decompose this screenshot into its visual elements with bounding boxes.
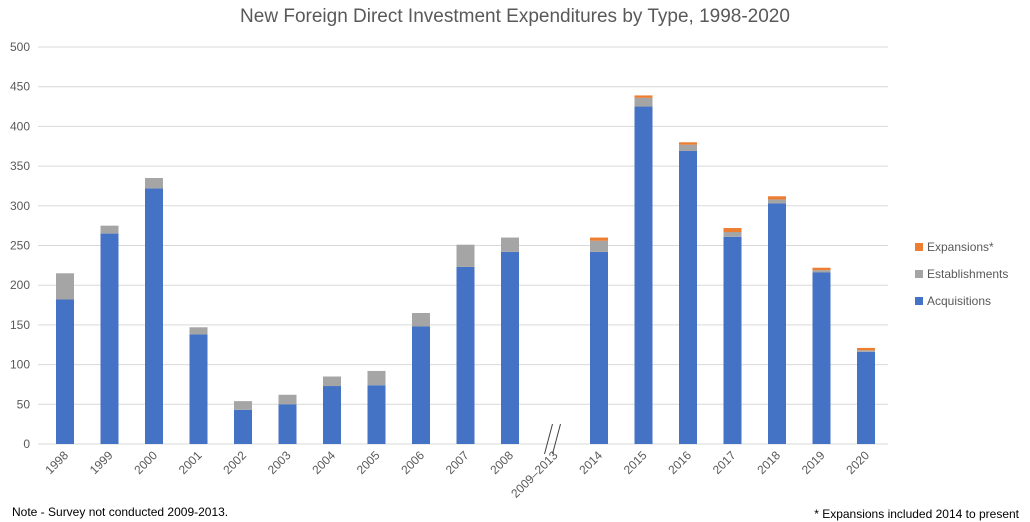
bar-establishments-2018 [768,199,786,204]
bar-establishments-2020 [857,350,875,352]
x-tick-label: 2015 [621,448,650,477]
x-tick-label: 2017 [710,448,739,477]
bar-expansions-2019 [812,267,831,271]
x-tick-label: 2019 [799,448,828,477]
y-tick-label: 500 [10,40,30,54]
y-tick-label: 250 [10,239,30,253]
chart-title: New Foreign Direct Investment Expenditur… [240,6,790,27]
x-tick-label: 2020 [843,448,872,477]
bar-acquisitions-2001 [189,334,208,444]
axis-break-mark [544,423,553,455]
bar-establishments-2014 [590,240,608,252]
bar-acquisitions-2008 [501,251,519,444]
footnote-left: Note - Survey not conducted 2009-2013. [12,505,229,519]
legend-label: Acquisitions [927,294,991,308]
bar-expansions-2015 [634,95,653,98]
bar-establishments-2019 [812,270,831,273]
bar-expansions-2020 [857,347,875,351]
bar-establishments-2004 [323,376,341,387]
x-tick-label: 1999 [87,448,116,477]
bar-acquisitions-2005 [367,385,386,444]
x-tick-label: 2014 [576,448,605,477]
bar-establishments-1998 [56,273,74,300]
x-tick-label: 2005 [354,448,383,477]
bar-establishments-2005 [367,370,386,386]
legend-swatch [915,243,923,251]
bar-acquisitions-2006 [412,326,430,444]
y-tick-label: 350 [10,159,30,173]
x-tick-label: 2008 [487,448,516,477]
x-tick-label: 2009–2013 [508,448,561,501]
bar-expansions-2018 [768,196,786,200]
y-axis-ticks: 0 50 100 150 200 250 300 350 400 450 500 [10,40,30,451]
x-tick-label: 2006 [398,448,427,477]
x-tick-label: 2003 [265,448,294,477]
bar-establishments-2006 [412,312,430,327]
bar-acquisitions-2020 [857,351,875,444]
legend-swatch [915,297,923,305]
bar-establishments-2002 [234,401,252,410]
bar-establishments-2016 [679,144,697,152]
x-tick-label: 2001 [176,448,205,477]
bar-expansions-2016 [679,142,697,145]
x-tick-label: 2002 [220,448,249,477]
bar-acquisitions-2014 [590,251,608,444]
y-tick-label: 200 [10,278,30,292]
bar-establishments-2003 [278,394,297,405]
legend-label: Expansions* [927,240,994,254]
bar-acquisitions-2015 [634,106,653,445]
legend-label: Establishments [927,267,1008,281]
x-tick-label: 2007 [443,448,472,477]
bar-establishments-2008 [501,237,519,252]
bar-acquisitions-2000 [145,188,163,444]
y-tick-label: 400 [10,119,30,133]
x-tick-label: 2000 [131,448,160,477]
x-tick-label: 2016 [665,448,694,477]
bar-establishments-2001 [189,327,208,335]
footnote-right: * Expansions included 2014 to present [814,507,1019,521]
bar-acquisitions-1998 [56,299,74,444]
bar-acquisitions-2002 [234,409,252,444]
axis-break-mark [552,423,561,455]
bar-acquisitions-2019 [812,272,831,444]
x-tick-label: 2004 [309,448,338,477]
y-tick-label: 450 [10,80,30,94]
bar-acquisitions-2003 [278,404,297,444]
y-tick-label: 50 [17,397,31,411]
bar-expansions-2017 [723,228,742,233]
y-tick-label: 150 [10,318,30,332]
bar-establishments-2015 [634,97,653,107]
x-tick-label: 1998 [42,448,71,477]
bar-expansions-2014 [590,237,608,241]
y-tick-label: 300 [10,199,30,213]
bar-acquisitions-2017 [723,236,742,444]
x-tick-label: 2018 [754,448,783,477]
legend-swatch [915,270,923,278]
bar-acquisitions-2018 [768,203,786,444]
bar-establishments-2000 [145,178,163,189]
y-tick-label: 0 [23,437,30,451]
legend: Expansions* Establishments Acquisitions [915,240,1008,308]
bar-acquisitions-2007 [456,266,475,444]
bar-acquisitions-2004 [323,386,341,444]
bar-establishments-2007 [456,244,475,267]
y-tick-label: 100 [10,358,30,372]
bar-acquisitions-2016 [679,151,697,444]
bars [56,95,875,445]
bar-establishments-2017 [723,232,742,237]
bar-acquisitions-1999 [100,233,119,444]
bar-establishments-1999 [100,225,119,234]
